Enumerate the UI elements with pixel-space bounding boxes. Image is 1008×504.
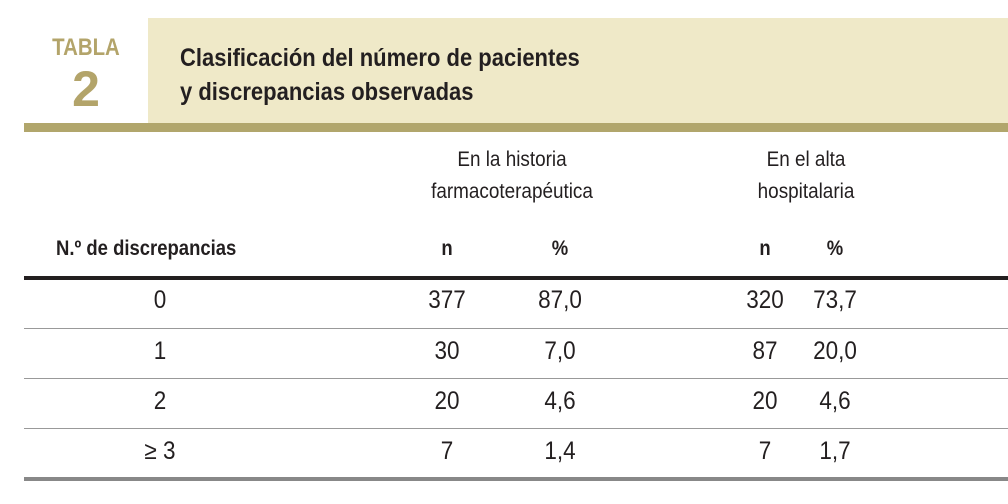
table-cell: 7 <box>758 437 772 465</box>
table-cell: 1 <box>153 337 167 365</box>
column-header: % <box>551 237 569 260</box>
title-line: Clasificación del número de pacientes <box>180 44 580 72</box>
table-cell: 7 <box>440 437 454 465</box>
header-rule <box>24 123 1008 132</box>
table-number: 2 <box>72 61 100 117</box>
table-cell: 320 <box>746 286 784 314</box>
header-bottom-rule <box>24 276 1008 280</box>
table-cell: 73,7 <box>813 286 857 314</box>
column-header: n <box>441 237 453 260</box>
group-header: En el alta <box>766 148 846 171</box>
column-header: N.º de discrepancias <box>56 237 237 260</box>
column-header: n <box>759 237 771 260</box>
table-cell: 4,6 <box>544 387 576 415</box>
table-cell: 377 <box>428 286 466 314</box>
group-header: hospitalaria <box>757 180 855 203</box>
table-cell: 20 <box>752 387 778 415</box>
column-header: % <box>826 237 844 260</box>
table-cell: 1,4 <box>544 437 576 465</box>
table-cell: 0 <box>153 286 167 314</box>
table-cell: 2 <box>153 387 167 415</box>
table-cell: ≥ 3 <box>144 437 176 465</box>
table-bottom-rule <box>24 477 1008 481</box>
title-line: y discrepancias observadas <box>180 78 474 106</box>
row-separator <box>24 378 1008 379</box>
table-cell: 30 <box>434 337 460 365</box>
table-cell: 4,6 <box>819 387 851 415</box>
table-cell: 1,7 <box>819 437 851 465</box>
row-separator <box>24 328 1008 329</box>
title-background <box>148 18 1008 124</box>
table-cell: 20 <box>434 387 460 415</box>
table-cell: 20,0 <box>813 337 857 365</box>
table-label: TABLA <box>52 34 120 61</box>
group-header: farmacoterapéutica <box>431 180 593 203</box>
row-separator <box>24 428 1008 429</box>
table-cell: 87 <box>752 337 778 365</box>
table-cell: 7,0 <box>544 337 576 365</box>
group-header: En la historia <box>457 148 567 171</box>
table-cell: 87,0 <box>538 286 582 314</box>
